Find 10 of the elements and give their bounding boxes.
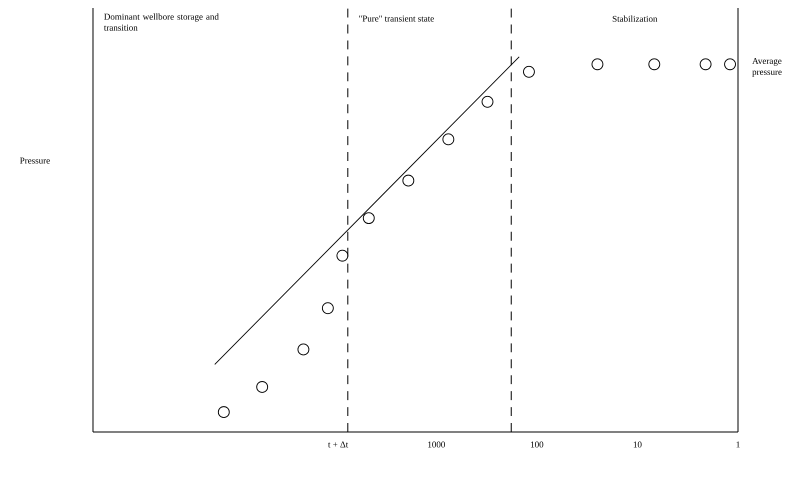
x-axis-title: t + Δt (328, 441, 348, 448)
text: Average pressure (752, 58, 782, 77)
x-tick-label: 1 (736, 441, 740, 448)
text: "Pure" transient state (359, 16, 434, 22)
y-axis-title: Pressure (20, 158, 50, 164)
text: Stabilization (612, 16, 658, 22)
x-tick-label: 1000 (428, 441, 445, 448)
x-tick-label: 100 (530, 441, 544, 448)
x-tick-label: 10 (634, 441, 642, 448)
text: Dominant wellbore storage and transition (104, 13, 219, 31)
